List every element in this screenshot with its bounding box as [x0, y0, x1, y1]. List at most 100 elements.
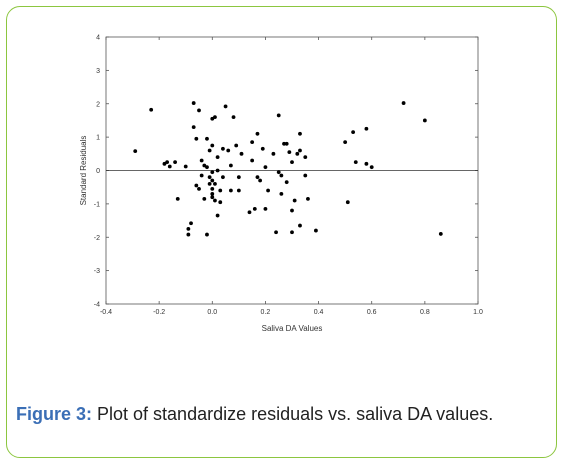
data-point — [186, 232, 191, 237]
y-tick-label: 3 — [96, 68, 100, 75]
data-point — [263, 206, 268, 211]
y-axis-label: Standard Residuals — [79, 136, 88, 206]
data-point — [207, 148, 212, 153]
y-tick-label: -2 — [94, 235, 100, 242]
data-point — [401, 101, 406, 105]
data-point — [250, 158, 255, 163]
data-point — [258, 178, 263, 183]
data-point — [202, 196, 207, 201]
x-axis-label: Saliva DA Values — [262, 324, 323, 333]
data-point — [199, 158, 204, 163]
data-point — [149, 107, 154, 112]
data-point — [189, 221, 193, 226]
data-point — [167, 164, 172, 169]
data-point — [205, 136, 209, 141]
data-point — [252, 206, 257, 211]
data-point — [290, 160, 294, 165]
data-point — [205, 232, 209, 237]
data-point — [255, 131, 260, 136]
data-point — [364, 126, 369, 131]
data-point — [295, 151, 300, 156]
caption-text: Plot of standardize residuals vs. saliva… — [92, 404, 494, 424]
data-point — [343, 140, 348, 145]
data-point — [236, 175, 241, 180]
data-point — [284, 141, 289, 146]
data-point — [207, 175, 212, 180]
y-tick-label: -1 — [94, 201, 100, 208]
data-point — [231, 115, 236, 119]
data-point — [175, 196, 180, 201]
x-tick-label: -0.2 — [153, 309, 165, 316]
data-point — [223, 104, 228, 109]
data-point — [236, 188, 241, 193]
data-point — [197, 186, 201, 191]
data-point — [197, 108, 201, 113]
data-point — [207, 181, 212, 186]
y-tick-label: 4 — [96, 35, 100, 42]
data-point — [228, 163, 233, 168]
data-point — [221, 146, 225, 151]
data-point — [194, 183, 199, 188]
data-point — [364, 161, 369, 166]
y-tick-label: 1 — [96, 135, 100, 142]
y-tick-label: -4 — [94, 302, 100, 309]
x-tick-label: 0.0 — [207, 309, 217, 316]
data-point — [191, 125, 196, 130]
data-point — [221, 175, 225, 180]
data-point — [298, 131, 302, 136]
data-point — [234, 143, 239, 148]
data-point — [210, 143, 215, 148]
caption-label: Figure 3: — [16, 404, 93, 424]
data-point — [218, 200, 223, 205]
data-point — [247, 210, 252, 215]
x-tick-label: 0.2 — [261, 309, 271, 316]
data-point — [213, 115, 217, 119]
data-point — [314, 228, 318, 233]
data-point — [218, 188, 223, 193]
data-point — [215, 155, 220, 160]
data-point — [353, 160, 358, 165]
data-point — [303, 173, 308, 178]
data-point — [165, 160, 170, 165]
data-point — [263, 165, 268, 170]
x-tick-label: 0.8 — [420, 309, 430, 316]
data-point — [250, 140, 255, 145]
data-point — [287, 150, 292, 155]
data-point — [133, 149, 138, 154]
data-point — [255, 175, 260, 180]
data-point — [298, 223, 302, 228]
data-point — [271, 151, 276, 156]
x-tick-label: 1.0 — [473, 309, 483, 316]
data-point — [438, 232, 443, 236]
data-point — [183, 164, 188, 169]
data-point — [191, 101, 196, 105]
data-point — [173, 160, 177, 165]
data-point — [276, 170, 281, 175]
data-point — [194, 136, 199, 141]
data-point — [239, 151, 244, 156]
data-point — [205, 165, 209, 170]
y-tick-label: 2 — [96, 101, 100, 108]
data-point — [282, 141, 286, 146]
data-point — [279, 173, 284, 178]
data-point — [303, 155, 308, 160]
data-point — [228, 188, 233, 193]
data-point — [210, 195, 215, 200]
data-point — [351, 130, 356, 135]
data-point — [279, 191, 284, 196]
data-point — [199, 173, 204, 178]
data-point — [284, 180, 289, 185]
data-point — [290, 230, 294, 235]
data-point — [210, 170, 215, 175]
data-point — [274, 230, 278, 235]
x-axis-ticks: -0.4 -0.2 0.0 0.2 0.4 0.6 0.8 1.0 — [100, 37, 483, 316]
data-point — [266, 188, 270, 193]
x-tick-label: -0.4 — [100, 309, 112, 316]
data-point — [210, 178, 215, 183]
data-point — [186, 227, 191, 231]
data-point — [298, 148, 302, 153]
data-point — [290, 208, 294, 213]
data-point — [215, 213, 220, 218]
data-point — [210, 186, 215, 191]
